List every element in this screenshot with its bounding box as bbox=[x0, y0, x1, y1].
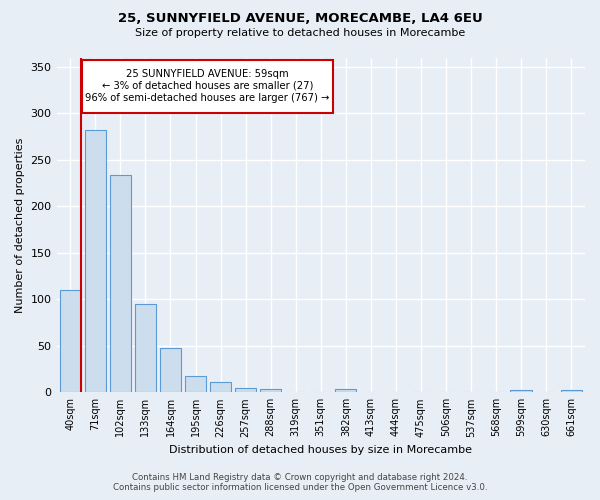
Text: Contains HM Land Registry data © Crown copyright and database right 2024.
Contai: Contains HM Land Registry data © Crown c… bbox=[113, 473, 487, 492]
Bar bbox=[185, 376, 206, 392]
FancyBboxPatch shape bbox=[82, 60, 333, 114]
Bar bbox=[335, 388, 356, 392]
Y-axis label: Number of detached properties: Number of detached properties bbox=[15, 137, 25, 312]
Bar bbox=[85, 130, 106, 392]
Text: 25 SUNNYFIELD AVENUE: 59sqm: 25 SUNNYFIELD AVENUE: 59sqm bbox=[126, 68, 289, 78]
Bar bbox=[210, 382, 231, 392]
Bar bbox=[59, 290, 81, 392]
Text: Size of property relative to detached houses in Morecambe: Size of property relative to detached ho… bbox=[135, 28, 465, 38]
Bar bbox=[511, 390, 532, 392]
Text: ← 3% of detached houses are smaller (27): ← 3% of detached houses are smaller (27) bbox=[102, 81, 313, 91]
Bar bbox=[135, 304, 156, 392]
Bar bbox=[235, 388, 256, 392]
Bar bbox=[560, 390, 582, 392]
Text: 96% of semi-detached houses are larger (767) →: 96% of semi-detached houses are larger (… bbox=[85, 93, 329, 103]
X-axis label: Distribution of detached houses by size in Morecambe: Distribution of detached houses by size … bbox=[169, 445, 472, 455]
Bar bbox=[110, 174, 131, 392]
Bar bbox=[260, 388, 281, 392]
Bar bbox=[160, 348, 181, 393]
Text: 25, SUNNYFIELD AVENUE, MORECAMBE, LA4 6EU: 25, SUNNYFIELD AVENUE, MORECAMBE, LA4 6E… bbox=[118, 12, 482, 26]
